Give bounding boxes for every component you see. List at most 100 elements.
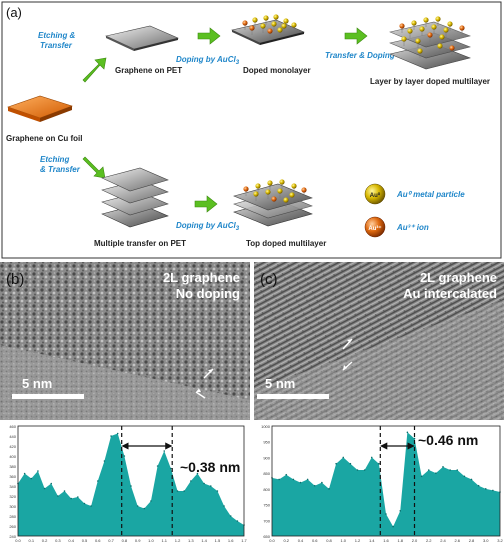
profile-point: [385, 513, 387, 515]
green-arrow-right-1: [197, 27, 221, 45]
profile-point: [463, 475, 466, 478]
y-tick-label: 700: [263, 518, 270, 523]
profile-point: [427, 469, 430, 471]
profile-area: [18, 433, 244, 536]
profile-point: [306, 478, 309, 481]
profile-point: [313, 484, 316, 487]
spacing-b-label: ~0.38 nm: [180, 459, 240, 475]
profile-point: [370, 456, 373, 459]
au-particle: [415, 38, 421, 44]
scale-bar-c: [257, 394, 329, 399]
x-tick-label: 0.4: [298, 538, 304, 543]
x-tick-label: 1.6: [228, 538, 234, 543]
y-tick-label: 260: [9, 524, 16, 529]
x-tick-label: 1.2: [175, 538, 181, 543]
y-tick-label: 280: [9, 514, 16, 519]
x-tick-label: 1.7: [241, 538, 247, 543]
profile-point: [37, 470, 39, 472]
green-arrow-right-2: [344, 27, 368, 45]
graphene-on-cu-label: Graphene on Cu foil: [6, 134, 82, 143]
au-particle: [277, 27, 283, 33]
svg-text:Au³⁺: Au³⁺: [368, 225, 381, 232]
y-tick-label: 950: [263, 440, 270, 445]
profile-point: [116, 432, 119, 435]
x-tick-label: 2.4: [440, 538, 446, 543]
profile-point: [50, 482, 53, 485]
y-tick-label: 240: [9, 534, 16, 539]
etch-transfer-label-2: Etching & Transfer: [40, 155, 81, 174]
profile-point: [420, 475, 423, 478]
x-tick-label: 1.0: [340, 538, 346, 543]
x-tick-label: 1.8: [397, 538, 403, 543]
x-tick-label: 0.5: [82, 538, 88, 543]
x-tick-label: 2.6: [454, 538, 460, 543]
profile-point: [342, 456, 345, 459]
au-particle: [263, 15, 269, 21]
au-particle: [447, 21, 453, 27]
y-tick-label: 320: [9, 494, 16, 499]
x-tick-label: 0.9: [135, 538, 141, 543]
multiple-transfer-stack: [101, 167, 169, 228]
au-particle: [399, 23, 405, 29]
profile-point: [292, 478, 295, 481]
profile-point: [163, 450, 166, 452]
profile-point: [328, 488, 330, 490]
scale-bar-c-label: 5 nm: [265, 376, 295, 391]
green-arrow-up: [82, 57, 107, 83]
au-particle: [271, 196, 277, 202]
y-tick-label: 460: [9, 424, 16, 429]
scale-bar-b: [12, 394, 84, 399]
layer-by-layer-label: Layer by layer doped multilayer: [370, 77, 490, 86]
au-particle: [260, 23, 266, 29]
svg-text:Transfer: Transfer: [40, 41, 73, 50]
profile-point: [30, 477, 33, 480]
au-particle: [459, 25, 465, 31]
profile-point: [90, 505, 92, 507]
chart-frame: [271, 425, 501, 537]
panel-c-title-2: Au intercalated: [403, 286, 497, 301]
au-particle: [277, 188, 283, 194]
profile-point: [196, 472, 199, 475]
profile-point: [216, 490, 219, 492]
chart-frame: [17, 425, 245, 537]
x-tick-label: 0.8: [122, 538, 128, 543]
profile-point: [123, 455, 126, 457]
au-particle: [289, 192, 295, 198]
spacing-c-label: ~0.46 nm: [418, 432, 478, 448]
profile-point: [203, 482, 205, 485]
profile-point: [363, 469, 366, 471]
profile-point: [335, 462, 337, 465]
au-particle: [273, 14, 279, 20]
profile-point: [23, 472, 26, 475]
profile-point: [143, 507, 146, 510]
layer-by-layer-stack: [389, 16, 471, 70]
panel-c-title-1: 2L graphene: [420, 270, 497, 285]
legend-au0: Au⁰ Au⁰ metal particle: [364, 183, 465, 205]
au-particle: [283, 197, 289, 203]
svg-text:Au⁰ metal particle: Au⁰ metal particle: [396, 190, 465, 199]
profile-point: [77, 496, 79, 498]
etch-transfer-label-1: Etching & Transfer: [38, 31, 76, 50]
x-tick-label: 0.0: [269, 538, 275, 543]
panel-b-title-2: No doping: [176, 286, 240, 301]
au-particle: [253, 191, 259, 197]
panel-a: (a) Etching & Transfer Graphene on PET D…: [1, 1, 502, 259]
au-particle: [291, 183, 297, 189]
y-tick-label: 360: [9, 474, 16, 479]
x-tick-label: 2.2: [426, 538, 432, 543]
svg-text:Etching &: Etching &: [38, 31, 76, 40]
legend-au3: Au³⁺ Au³⁺ ion: [364, 216, 429, 238]
x-tick-label: 3.2: [497, 538, 503, 543]
au-particle: [443, 27, 449, 33]
y-tick-label: 300: [9, 504, 16, 509]
doping-aucl3-label-2: Doping by AuCl3: [176, 221, 240, 232]
profile-point: [392, 525, 394, 528]
profile-point: [299, 481, 302, 484]
x-tick-label: 1.3: [188, 538, 194, 543]
top-doped-label: Top doped multilayer: [246, 239, 326, 248]
au-particle: [435, 16, 441, 22]
profile-point: [413, 437, 416, 440]
profile-point: [492, 489, 494, 492]
